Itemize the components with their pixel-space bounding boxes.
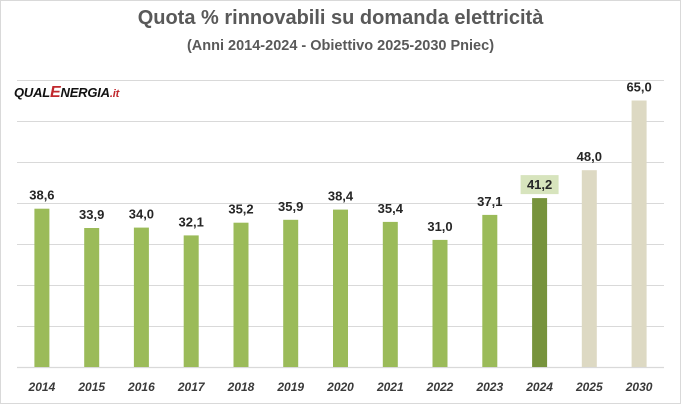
- x-tick-label-2020: 2020: [326, 380, 354, 394]
- chart-subtitle: (Anni 2014-2024 - Obiettivo 2025-2030 Pn…: [186, 38, 495, 54]
- bar-2024: [532, 198, 548, 367]
- bar-2015: [84, 228, 100, 367]
- data-label-2017: 32,1: [179, 214, 204, 229]
- x-tick-label-2024: 2024: [525, 380, 553, 394]
- x-tick-label-2022: 2022: [426, 380, 454, 394]
- x-tick-label-2016: 2016: [127, 380, 155, 394]
- bar-2023: [482, 214, 498, 367]
- chart-title: Quota % rinnovabili su domanda elettrici…: [137, 7, 544, 29]
- bar-2020: [333, 209, 348, 367]
- bar-2025: [581, 170, 597, 367]
- data-label-2025: 48,0: [577, 149, 602, 164]
- bar-2030: [631, 100, 647, 367]
- bar-2018: [233, 222, 249, 367]
- x-tick-label-2030: 2030: [625, 380, 653, 394]
- x-tick-label-2015: 2015: [77, 380, 105, 394]
- data-label-2018: 35,2: [228, 202, 253, 217]
- x-tick-label-2019: 2019: [276, 380, 304, 394]
- bar-2019: [283, 219, 299, 367]
- data-label-2030: 65,0: [626, 80, 651, 95]
- x-tick-label-2025: 2025: [575, 380, 603, 394]
- x-tick-label-2017: 2017: [177, 380, 206, 394]
- qualenergia-logo: QUALENERGIA.it: [14, 84, 120, 101]
- x-tick-label-2014: 2014: [28, 380, 56, 394]
- data-label-2020: 38,4: [328, 189, 354, 204]
- bar-2017: [183, 235, 199, 367]
- data-label-2019: 35,9: [278, 199, 303, 214]
- bar-2014: [34, 208, 50, 367]
- bar-2016: [133, 227, 149, 367]
- x-tick-label-2021: 2021: [376, 380, 404, 394]
- data-label-2023: 37,1: [477, 194, 502, 209]
- data-label-2015: 33,9: [79, 207, 104, 222]
- data-label-2016: 34,0: [129, 207, 154, 222]
- x-tick-label-2018: 2018: [227, 380, 255, 394]
- bar-2021: [382, 221, 398, 367]
- data-label-2022: 31,0: [427, 219, 452, 234]
- data-label-2024: 41,2: [527, 177, 552, 192]
- x-tick-label-2023: 2023: [475, 380, 503, 394]
- bar-2022: [432, 239, 448, 367]
- data-label-highlight-box: [520, 175, 559, 195]
- data-label-2014: 38,6: [29, 188, 54, 203]
- data-label-2021: 35,4: [378, 201, 404, 216]
